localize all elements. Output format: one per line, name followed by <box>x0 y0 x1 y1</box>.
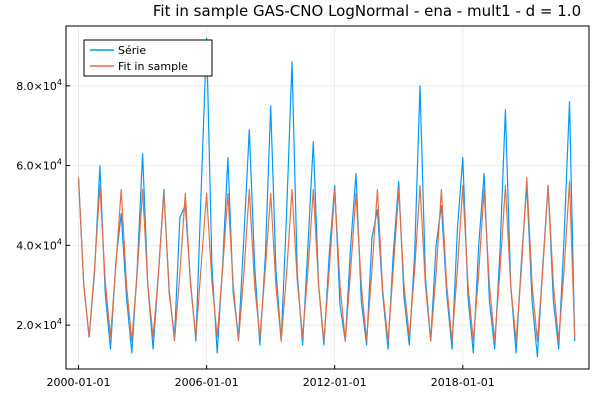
plot-area <box>65 25 590 370</box>
legend-box <box>83 39 213 77</box>
legend-label-serie: Série <box>118 44 146 57</box>
x-tick-label: 2012-01-01 <box>303 376 367 389</box>
grid <box>66 26 589 369</box>
x-axis: 2000-01-01 2006-01-01 2012-01-01 2018-01-01 <box>47 365 495 389</box>
y-tick-label: 6.0×104 <box>16 158 62 173</box>
plot-frame <box>65 25 590 370</box>
legend-label-fit: Fit in sample <box>118 60 188 73</box>
series-layer <box>77 37 576 358</box>
y-tick-label: 8.0×104 <box>16 78 62 93</box>
y-axis: 2.0×104 4.0×104 6.0×104 8.0×104 <box>16 78 70 332</box>
x-tick-label: 2006-01-01 <box>175 376 239 389</box>
x-tick-label: 2000-01-01 <box>47 376 111 389</box>
y-tick-label: 4.0×104 <box>16 237 62 252</box>
chart-title: Fit in sample GAS-CNO LogNormal - ena - … <box>153 2 581 20</box>
series-line-fit-in-sample <box>77 177 576 342</box>
x-tick-label: 2018-01-01 <box>431 376 495 389</box>
y-tick-label: 2.0×104 <box>16 317 62 332</box>
legend: Série Fit in sample <box>83 39 213 77</box>
